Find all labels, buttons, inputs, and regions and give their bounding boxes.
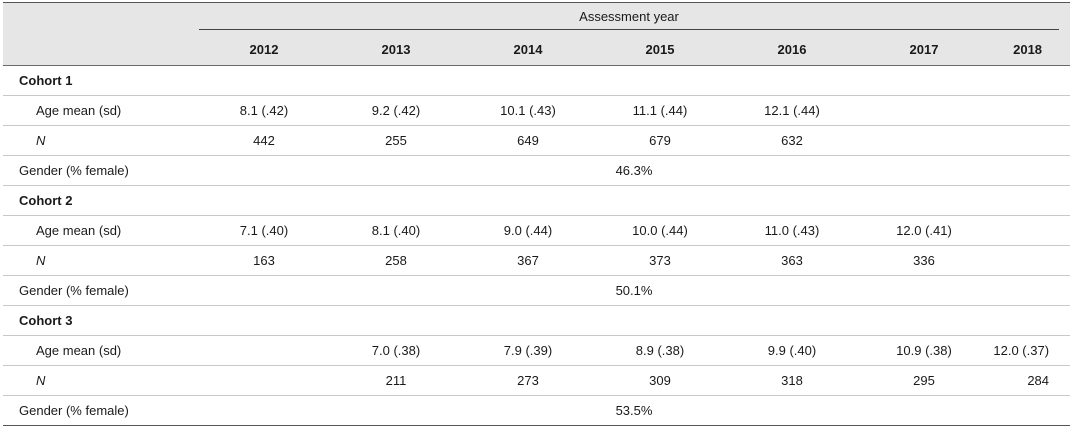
n-cell: 211 — [330, 365, 462, 396]
age-cell: 8.1 (.42) — [198, 95, 330, 126]
n-cell: 363 — [726, 245, 858, 276]
n-cell: 258 — [330, 245, 462, 276]
header-row-group: Assessment year — [3, 2, 1071, 34]
age-cell: 7.1 (.40) — [198, 215, 330, 246]
header-empty-cell — [3, 2, 198, 34]
n-cell — [198, 365, 330, 396]
n-cell: 318 — [726, 365, 858, 396]
assessment-year-label: Assessment year — [199, 9, 1060, 30]
n-cell: 273 — [462, 365, 594, 396]
n-cell: 255 — [330, 125, 462, 156]
row-label: Gender (% female) — [3, 275, 198, 306]
n-cell: 649 — [462, 125, 594, 156]
n-cell: 163 — [198, 245, 330, 276]
age-cell — [990, 215, 1071, 246]
age-cell: 12.1 (.44) — [726, 95, 858, 126]
age-cell: 7.0 (.38) — [330, 335, 462, 366]
cohort-name: Cohort 2 — [3, 185, 1071, 216]
n-cell: 367 — [462, 245, 594, 276]
year-header: 2017 — [858, 34, 990, 66]
gender-value: 53.5% — [198, 395, 1071, 426]
n-row: N 211 273 309 318 295 284 — [3, 365, 1071, 396]
header-row-years: 2012 2013 2014 2015 2016 2017 2018 — [3, 34, 1071, 66]
n-cell: 295 — [858, 365, 990, 396]
n-cell: 336 — [858, 245, 990, 276]
age-cell: 10.0 (.44) — [594, 215, 726, 246]
year-header: 2012 — [198, 34, 330, 66]
n-cell: 632 — [726, 125, 858, 156]
age-cell: 8.9 (.38) — [594, 335, 726, 366]
age-cell: 9.9 (.40) — [726, 335, 858, 366]
cohort-heading-row: Cohort 1 — [3, 65, 1071, 96]
year-header: 2013 — [330, 34, 462, 66]
n-row: N 163 258 367 373 363 336 — [3, 245, 1071, 276]
age-cell: 8.1 (.40) — [330, 215, 462, 246]
age-cell — [990, 95, 1071, 126]
assessment-year-header: Assessment year — [198, 2, 1071, 34]
age-row: Age mean (sd) 8.1 (.42) 9.2 (.42) 10.1 (… — [3, 95, 1071, 126]
row-label: N — [3, 245, 198, 276]
row-label: Age mean (sd) — [3, 215, 198, 246]
gender-row: Gender (% female) 50.1% — [3, 275, 1071, 306]
gender-value: 50.1% — [198, 275, 1071, 306]
row-label: Gender (% female) — [3, 155, 198, 186]
age-cell: 10.1 (.43) — [462, 95, 594, 126]
row-label: N — [3, 365, 198, 396]
cohort-heading-row: Cohort 3 — [3, 305, 1071, 336]
n-cell: 679 — [594, 125, 726, 156]
n-cell: 442 — [198, 125, 330, 156]
year-header: 2016 — [726, 34, 858, 66]
n-cell: 309 — [594, 365, 726, 396]
age-cell: 12.0 (.37) — [990, 335, 1071, 366]
year-header: 2015 — [594, 34, 726, 66]
cohort-heading-row: Cohort 2 — [3, 185, 1071, 216]
age-row: Age mean (sd) 7.0 (.38) 7.9 (.39) 8.9 (.… — [3, 335, 1071, 366]
n-cell: 284 — [990, 365, 1071, 396]
row-label: N — [3, 125, 198, 156]
gender-row: Gender (% female) 46.3% — [3, 155, 1071, 186]
row-label: Age mean (sd) — [3, 335, 198, 366]
age-cell: 12.0 (.41) — [858, 215, 990, 246]
n-cell: 373 — [594, 245, 726, 276]
age-cell: 11.1 (.44) — [594, 95, 726, 126]
cohort-table: Assessment year 2012 2013 2014 2015 2016… — [3, 2, 1071, 426]
age-cell: 9.0 (.44) — [462, 215, 594, 246]
cohort-name: Cohort 1 — [3, 65, 1071, 96]
age-row: Age mean (sd) 7.1 (.40) 8.1 (.40) 9.0 (.… — [3, 215, 1071, 246]
gender-row: Gender (% female) 53.5% — [3, 395, 1071, 426]
age-cell — [198, 335, 330, 366]
cohort-name: Cohort 3 — [3, 305, 1071, 336]
header-corner-cell — [3, 34, 198, 66]
year-header: 2014 — [462, 34, 594, 66]
n-cell — [990, 245, 1071, 276]
n-cell — [858, 125, 990, 156]
age-cell: 7.9 (.39) — [462, 335, 594, 366]
gender-value: 46.3% — [198, 155, 1071, 186]
age-cell: 10.9 (.38) — [858, 335, 990, 366]
age-cell — [858, 95, 990, 126]
n-row: N 442 255 649 679 632 — [3, 125, 1071, 156]
year-header: 2018 — [990, 34, 1071, 66]
row-label: Age mean (sd) — [3, 95, 198, 126]
age-cell: 11.0 (.43) — [726, 215, 858, 246]
n-cell — [990, 125, 1071, 156]
age-cell: 9.2 (.42) — [330, 95, 462, 126]
row-label: Gender (% female) — [3, 395, 198, 426]
